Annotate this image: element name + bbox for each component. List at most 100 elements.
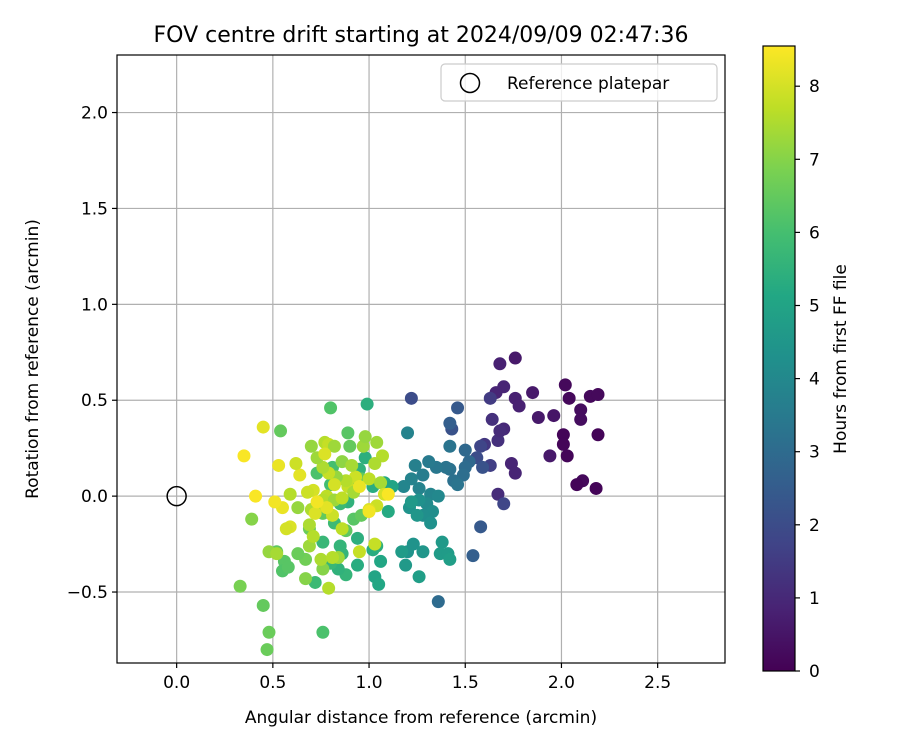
- data-point: [401, 426, 415, 440]
- x-axis-label: Angular distance from reference (arcmin): [245, 708, 597, 728]
- colorbar-tick-label: 6: [809, 223, 820, 243]
- colorbar: 0 1 2 3 4 5 6 7 8 Hours from first FF file: [762, 45, 851, 682]
- data-point: [508, 351, 522, 365]
- y-tick-label: −0.5: [67, 583, 108, 603]
- data-point: [410, 508, 424, 522]
- data-points: [233, 351, 605, 657]
- data-point: [327, 439, 341, 453]
- chart-title: FOV centre drift starting at 2024/09/09 …: [154, 23, 689, 48]
- data-point: [270, 547, 284, 561]
- data-point: [293, 468, 307, 482]
- data-point: [374, 476, 388, 490]
- colorbar-tick-label: 0: [809, 662, 820, 682]
- data-point: [483, 391, 497, 405]
- x-tick-label: 1.0: [356, 673, 383, 693]
- data-point: [310, 495, 324, 509]
- data-point: [262, 625, 276, 639]
- data-point: [314, 552, 328, 566]
- data-point: [474, 520, 488, 534]
- data-point: [397, 480, 411, 494]
- data-point: [474, 439, 488, 453]
- data-point: [372, 577, 386, 591]
- data-point: [345, 458, 359, 472]
- data-point: [512, 399, 526, 413]
- x-axis-ticks: 0.0 0.5 1.0 1.5 2.0 2.5: [163, 663, 671, 693]
- data-point: [316, 625, 330, 639]
- data-point: [412, 570, 426, 584]
- data-point: [381, 487, 395, 501]
- data-point: [368, 457, 382, 471]
- data-point: [381, 504, 395, 518]
- data-point: [560, 449, 574, 463]
- data-point: [443, 416, 457, 430]
- y-tick-label: 1.0: [81, 295, 108, 315]
- legend-open-circle-marker: [459, 72, 481, 94]
- data-point: [556, 437, 570, 451]
- data-point: [574, 403, 588, 417]
- data-point: [268, 495, 282, 509]
- data-point: [476, 460, 490, 474]
- data-point: [431, 489, 445, 503]
- data-point: [531, 410, 545, 424]
- data-point: [260, 643, 274, 657]
- colorbar-tick-label: 5: [809, 297, 820, 317]
- data-point: [274, 424, 288, 438]
- data-point: [272, 458, 286, 472]
- data-point: [558, 378, 572, 392]
- data-point: [591, 387, 605, 401]
- data-point: [493, 424, 507, 438]
- y-tick-label: 0.5: [81, 391, 108, 411]
- data-point: [299, 572, 313, 586]
- data-point: [458, 443, 472, 457]
- data-point: [451, 401, 465, 415]
- colorbar-tick-label: 3: [809, 443, 820, 463]
- y-axis-label: Rotation from reference (arcmin): [23, 219, 43, 499]
- data-point: [368, 537, 382, 551]
- colorbar-tick-label: 2: [809, 516, 820, 536]
- data-point: [374, 554, 388, 568]
- data-point: [316, 535, 330, 549]
- data-point: [424, 516, 438, 530]
- data-point: [302, 518, 316, 532]
- data-point: [249, 489, 263, 503]
- data-point: [245, 512, 259, 526]
- data-point: [325, 551, 339, 565]
- data-point: [416, 468, 430, 482]
- data-point: [327, 478, 341, 492]
- data-point: [435, 535, 449, 549]
- x-tick-label: 0.0: [163, 673, 190, 693]
- y-tick-label: 0.0: [81, 487, 108, 507]
- data-point: [304, 439, 318, 453]
- data-point: [406, 537, 420, 551]
- plot-frame: [116, 54, 726, 664]
- reference-platepar-marker: [166, 485, 187, 507]
- data-point: [570, 478, 584, 492]
- x-tick-label: 1.5: [452, 673, 479, 693]
- data-point: [322, 581, 336, 595]
- data-point: [335, 522, 349, 536]
- data-point: [370, 435, 384, 449]
- data-point: [283, 487, 297, 501]
- colorbar-frame: [762, 45, 796, 672]
- data-point: [431, 595, 445, 609]
- data-point: [256, 598, 270, 612]
- data-point: [289, 457, 303, 471]
- data-point: [291, 547, 305, 561]
- data-point: [324, 401, 338, 415]
- data-point: [466, 549, 480, 563]
- data-point: [451, 478, 465, 492]
- data-point: [591, 428, 605, 442]
- data-point: [335, 491, 349, 505]
- colorbar-ticks: 0 1 2 3 4 5 6 7 8: [795, 77, 820, 682]
- data-point: [491, 487, 505, 501]
- data-point: [562, 391, 576, 405]
- data-point: [333, 539, 347, 553]
- data-point: [589, 481, 603, 495]
- colorbar-tick-label: 8: [809, 77, 820, 97]
- data-point: [308, 506, 322, 520]
- data-point: [256, 420, 270, 434]
- colorbar-tick-label: 7: [809, 150, 820, 170]
- data-point: [362, 504, 376, 518]
- x-tick-label: 2.5: [644, 673, 671, 693]
- y-tick-label: 1.5: [81, 199, 108, 219]
